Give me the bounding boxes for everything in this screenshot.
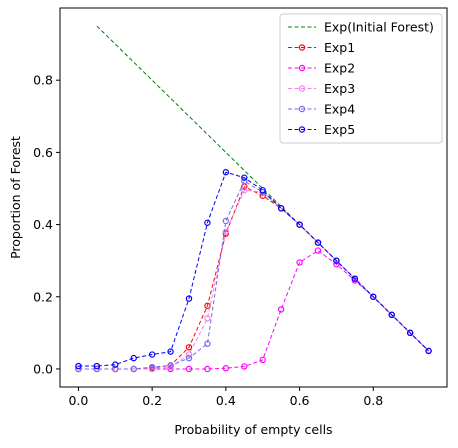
- y-tick-label: 0.4: [33, 217, 53, 232]
- data-point-exp5: [167, 348, 174, 355]
- data-point-exp4: [130, 365, 137, 373]
- data-point-exp5: [351, 275, 359, 282]
- y-tick-label: 0.2: [33, 289, 53, 304]
- data-point-exp2: [222, 365, 230, 372]
- data-point-exp5: [314, 239, 322, 246]
- x-tick-label: 0.4: [216, 393, 236, 408]
- legend-box: [279, 13, 443, 144]
- data-point-exp5: [241, 174, 248, 181]
- data-point-exp5: [425, 347, 432, 355]
- series-line-exp3: [78, 189, 429, 370]
- legend-marker-exp3: [298, 85, 306, 92]
- data-point-exp3: [204, 315, 211, 322]
- data-point-exp5: [296, 221, 303, 228]
- data-point-exp4: [204, 340, 211, 347]
- data-point-exp1: [204, 302, 211, 309]
- data-point-exp5: [259, 187, 266, 194]
- data-point-exp2: [204, 365, 211, 373]
- data-point-exp2: [259, 356, 266, 364]
- data-point-exp4: [75, 365, 82, 373]
- data-point-exp4: [112, 365, 119, 373]
- data-point-exp5: [370, 293, 377, 300]
- legend-marker-exp2: [298, 64, 306, 72]
- plot-frame: [59, 7, 448, 388]
- data-point-exp4: [148, 363, 156, 371]
- data-point-exp5: [277, 205, 285, 212]
- series-line-exp1: [78, 185, 429, 370]
- legend-marker-exp1: [298, 44, 306, 51]
- x-tick-label: 0.8: [363, 393, 383, 408]
- data-point-exp5: [204, 219, 211, 226]
- data-point-exp3: [222, 228, 230, 235]
- x-tick-label: 0.2: [142, 393, 162, 408]
- data-point-exp5: [406, 329, 414, 337]
- data-point-exp2: [185, 365, 193, 373]
- data-point-exp2: [314, 247, 322, 254]
- series-line-exp5: [78, 171, 429, 367]
- data-point-exp5: [333, 257, 340, 264]
- data-point-exp5: [222, 169, 230, 176]
- data-point-exp5: [93, 362, 101, 370]
- data-point-exp4: [167, 362, 174, 369]
- data-point-exp5: [185, 295, 193, 302]
- data-point-exp4: [93, 365, 101, 373]
- data-point-exp1: [185, 344, 193, 351]
- x-tick-label: 0.6: [290, 393, 310, 408]
- legend-label-exp-initial-forest: Exp(Initial Forest): [324, 20, 434, 35]
- data-point-exp2: [296, 259, 303, 266]
- data-point-exp5: [75, 362, 82, 370]
- legend-marker-exp5: [298, 126, 306, 133]
- legend-label-exp2: Exp2: [324, 61, 355, 76]
- x-axis-label: Probability of empty cells: [174, 422, 332, 437]
- data-point-exp2: [333, 261, 340, 268]
- data-point-exp5: [388, 311, 395, 319]
- data-point-exp2: [241, 363, 248, 370]
- y-tick-label: 0.6: [33, 145, 53, 160]
- data-point-exp5: [112, 361, 119, 368]
- series-line-exp4: [78, 180, 429, 370]
- data-point-exp2: [277, 306, 285, 313]
- legend: Exp(Initial Forest) Exp1 Exp2 Exp3 Exp4 Exp5: [279, 13, 443, 144]
- data-point-exp5: [148, 351, 156, 358]
- data-point-exp4: [185, 354, 193, 362]
- data-point-exp4: [222, 217, 230, 225]
- legend-label-exp4: Exp4: [324, 102, 355, 117]
- y-tick-label: 0.8: [33, 73, 53, 88]
- legend-marker-exp4: [298, 105, 306, 113]
- data-point-exp3: [241, 187, 248, 194]
- data-point-exp3: [185, 351, 193, 358]
- legend-label-exp5: Exp5: [324, 122, 355, 137]
- series-line-exp2: [78, 249, 429, 370]
- y-tick-label: 0.0: [33, 361, 53, 376]
- data-point-exp4: [241, 178, 248, 185]
- data-point-exp5: [130, 354, 137, 362]
- y-axis-label: Proportion of Forest: [8, 136, 23, 259]
- legend-label-exp1: Exp1: [324, 40, 355, 55]
- legend-label-exp3: Exp3: [324, 81, 355, 96]
- x-tick-label: 0.0: [68, 393, 88, 408]
